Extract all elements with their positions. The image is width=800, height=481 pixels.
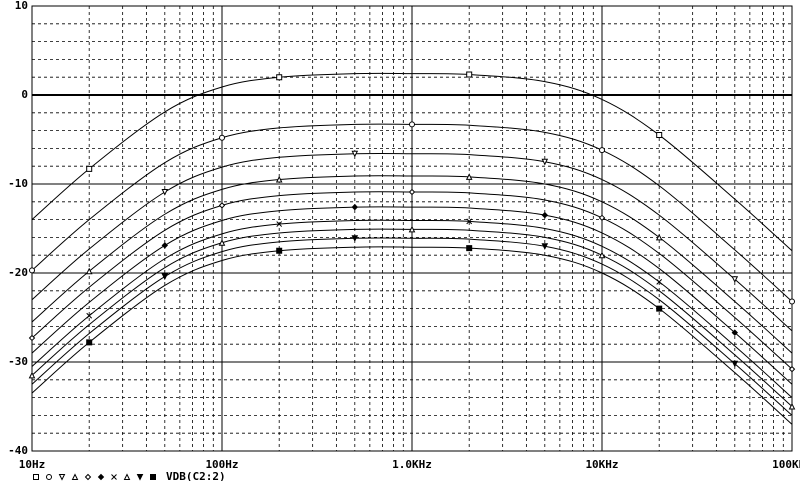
marker [541,211,549,219]
marker [218,202,226,209]
y-tick-label: 10 [15,0,28,12]
marker [150,474,156,480]
marker [788,365,796,373]
y-tick-label: 0 [21,88,28,101]
legend: VDB(C2:2) [33,470,226,481]
marker [275,175,283,183]
series-line [31,219,793,398]
marker [409,121,415,128]
x-tick-label: 100KHz [772,458,800,471]
marker [466,218,473,225]
marker [465,173,473,180]
series-line [31,175,793,354]
y-tick-label: -30 [8,355,28,368]
marker [46,474,52,480]
marker [788,402,796,410]
marker [655,233,663,241]
marker [408,188,416,196]
marker [161,273,169,281]
y-tick-label: -40 [8,444,28,457]
marker [161,189,169,196]
marker [86,339,93,346]
marker [466,71,473,78]
marker [731,329,739,336]
marker [28,334,36,342]
y-tick-label: -10 [8,177,28,190]
marker [276,74,283,81]
marker [111,474,117,480]
marker [58,474,66,481]
series-line [31,237,793,416]
series-line [31,152,793,332]
marker [656,132,663,139]
plot-frame [31,5,793,452]
x-tick-label: 10KHz [585,458,618,471]
marker [84,473,92,481]
marker [276,221,283,227]
marker [731,360,739,368]
marker [28,371,36,379]
marker [123,473,131,480]
marker [656,305,663,312]
marker [161,242,169,249]
marker [731,276,739,283]
marker [351,235,359,242]
marker [408,225,416,233]
marker [86,165,93,172]
marker [218,239,226,246]
marker [351,203,359,211]
marker [29,267,35,274]
marker [656,279,663,285]
series-line [31,246,793,425]
marker [33,474,39,480]
marker [541,243,549,250]
y-tick-label: -20 [8,266,28,279]
x-tick-label: 10Hz [19,458,46,471]
marker [598,251,606,259]
marker [466,245,473,252]
x-tick-label: 1.0KHz [392,458,432,471]
marker [599,147,605,154]
series-line [31,206,793,385]
x-tick-label: 100Hz [205,458,238,471]
marker [86,312,93,319]
marker [598,214,606,222]
marker [276,247,283,254]
marker [219,134,225,141]
series-line [31,72,793,252]
legend-label: VDB(C2:2) [166,470,226,481]
marker [97,473,105,481]
marker [351,150,359,158]
marker [71,473,79,480]
marker [85,267,93,275]
marker [136,474,144,481]
marker [541,158,549,166]
marker [789,298,795,305]
